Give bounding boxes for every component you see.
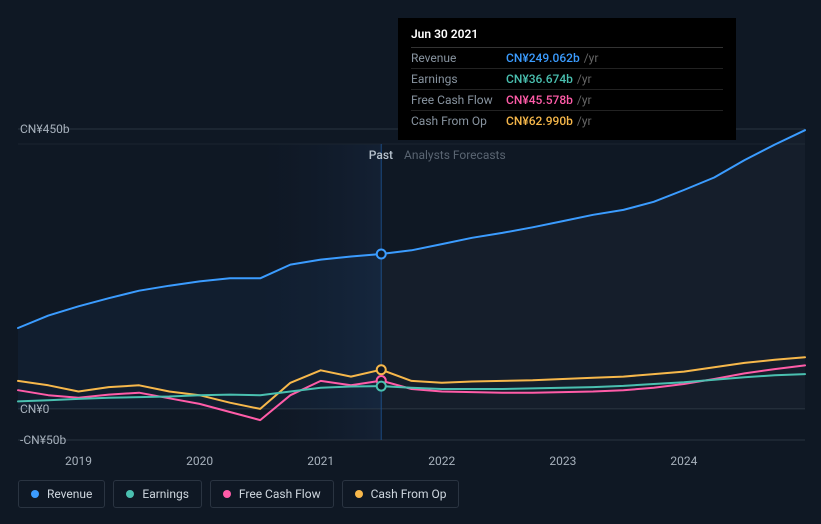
- tooltip-row-label: Free Cash Flow: [411, 93, 506, 107]
- chart-legend: Revenue Earnings Free Cash Flow Cash From O…: [18, 480, 459, 508]
- marker-cash_from_op: [377, 365, 386, 374]
- marker-earnings: [377, 382, 386, 391]
- tooltip-row-value: CN¥62.990b: [506, 114, 573, 128]
- tooltip-row-unit: /yr: [577, 114, 592, 128]
- legend-item-free_cash_flow[interactable]: Free Cash Flow: [210, 480, 334, 508]
- x-axis-label: 2022: [428, 454, 455, 468]
- legend-item-revenue[interactable]: Revenue: [18, 480, 105, 508]
- chart-container: Past Analysts Forecasts Jun 30 2021 Reve…: [0, 0, 821, 524]
- legend-item-label: Earnings: [142, 487, 189, 501]
- marker-revenue: [377, 249, 386, 258]
- legend-item-cash_from_op[interactable]: Cash From Op: [342, 480, 460, 508]
- tooltip-row-label: Cash From Op: [411, 114, 506, 128]
- legend-item-earnings[interactable]: Earnings: [113, 480, 202, 508]
- tooltip-row-unit: /yr: [577, 72, 592, 86]
- region-labels: Past Analysts Forecasts: [0, 148, 821, 166]
- y-axis-label: CN¥0: [20, 402, 49, 416]
- tooltip-row-value: CN¥249.062b: [506, 51, 580, 65]
- y-axis-label: CN¥450b: [20, 122, 70, 136]
- legend-item-label: Cash From Op: [371, 487, 447, 501]
- legend-dot-icon: [355, 490, 363, 498]
- legend-item-label: Revenue: [47, 487, 92, 501]
- tooltip-row: RevenueCN¥249.062b/yr: [411, 48, 723, 69]
- y-axis-label: -CN¥50b: [20, 433, 66, 447]
- legend-item-label: Free Cash Flow: [239, 487, 321, 501]
- legend-dot-icon: [223, 490, 231, 498]
- legend-dot-icon: [31, 490, 39, 498]
- chart-tooltip: Jun 30 2021 RevenueCN¥249.062b/yrEarning…: [398, 18, 736, 140]
- tooltip-row: EarningsCN¥36.674b/yr: [411, 69, 723, 90]
- tooltip-row-label: Earnings: [411, 72, 506, 86]
- x-axis-label: 2019: [65, 454, 92, 468]
- tooltip-row-label: Revenue: [411, 51, 506, 65]
- x-axis-label: 2024: [670, 454, 697, 468]
- legend-dot-icon: [126, 490, 134, 498]
- tooltip-row: Cash From OpCN¥62.990b/yr: [411, 111, 723, 131]
- tooltip-row-unit: /yr: [584, 51, 599, 65]
- past-region-label: Past: [369, 148, 393, 162]
- forecast-region-label: Analysts Forecasts: [404, 148, 506, 162]
- tooltip-title: Jun 30 2021: [411, 27, 723, 48]
- x-axis-label: 2021: [307, 454, 334, 468]
- x-axis-label: 2020: [186, 454, 213, 468]
- tooltip-row-unit: /yr: [577, 93, 592, 107]
- tooltip-row-value: CN¥45.578b: [506, 93, 573, 107]
- tooltip-row: Free Cash FlowCN¥45.578b/yr: [411, 90, 723, 111]
- x-axis-label: 2023: [549, 454, 576, 468]
- tooltip-row-value: CN¥36.674b: [506, 72, 573, 86]
